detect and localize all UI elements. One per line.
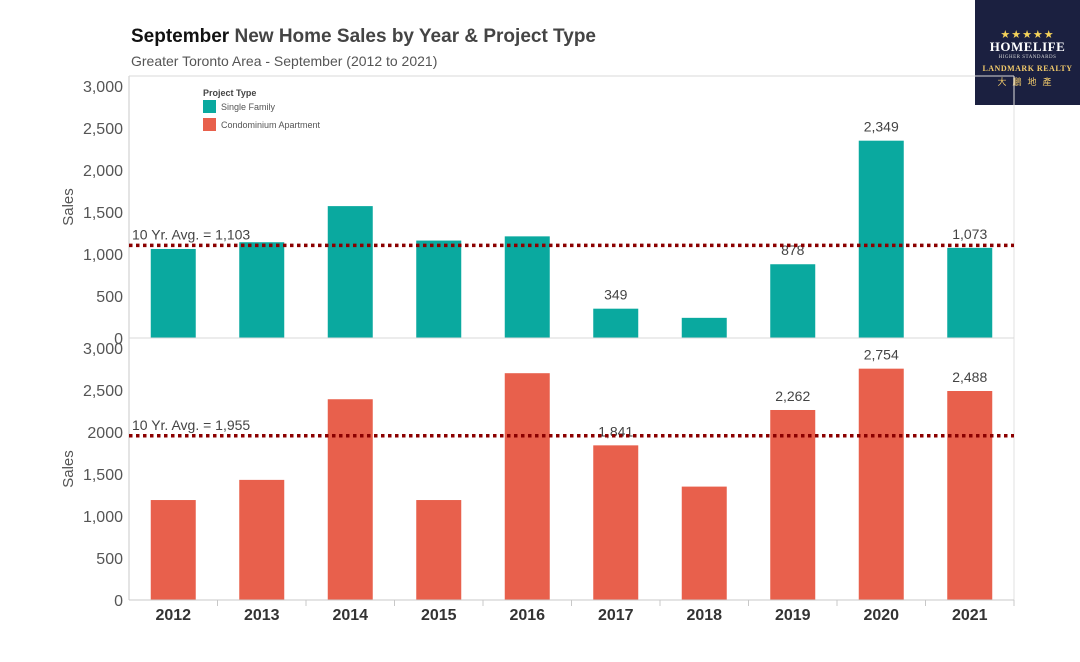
bar-2016 bbox=[504, 236, 550, 338]
average-label: 10 Yr. Avg. = 1,955 bbox=[132, 417, 250, 433]
x-tick-label: 2013 bbox=[244, 607, 280, 624]
x-tick-label: 2014 bbox=[332, 607, 368, 624]
bar-2012 bbox=[150, 500, 196, 600]
brand-logo: ★★★★★ HOMELIFE HIGHER STANDARDS LANDMARK… bbox=[975, 0, 1080, 105]
bar-2020 bbox=[858, 140, 904, 338]
y-tick-label: 2,000 bbox=[83, 163, 123, 180]
logo-stars: ★★★★★ bbox=[1000, 29, 1055, 41]
bar-2018 bbox=[681, 486, 727, 600]
bar-2016 bbox=[504, 373, 550, 600]
x-tick-label: 2016 bbox=[509, 607, 545, 624]
bar-2014 bbox=[327, 399, 373, 600]
bar-2013 bbox=[239, 479, 285, 600]
bar-2021 bbox=[947, 247, 993, 338]
y-tick-label: 1,500 bbox=[83, 205, 123, 222]
chart-title-bold: September bbox=[131, 26, 230, 47]
x-tick-label: 2019 bbox=[775, 607, 811, 624]
chart-subtitle: Greater Toronto Area - September (2012 t… bbox=[131, 53, 438, 69]
legend-label: Single Family bbox=[221, 102, 276, 112]
y-tick-label: 3,000 bbox=[83, 341, 123, 358]
data-label: 349 bbox=[604, 287, 628, 303]
x-tick-label: 2021 bbox=[952, 607, 988, 624]
chart-title: September New Home Sales by Year & Proje… bbox=[131, 26, 596, 48]
bar-2019 bbox=[770, 264, 816, 338]
data-label: 2,488 bbox=[952, 369, 987, 385]
y-tick-label: 2,500 bbox=[83, 383, 123, 400]
data-label: 2,754 bbox=[864, 347, 899, 363]
bar-2017 bbox=[593, 308, 639, 338]
bar-2017 bbox=[593, 445, 639, 600]
bar-2012 bbox=[150, 248, 196, 338]
data-label: 2,349 bbox=[864, 119, 899, 135]
chart-title-rest: New Home Sales by Year & Project Type bbox=[234, 26, 596, 47]
data-label: 1,073 bbox=[952, 226, 987, 242]
bar-2015 bbox=[416, 500, 462, 600]
bar-2015 bbox=[416, 240, 462, 338]
y-axis-label: Sales bbox=[60, 188, 77, 226]
y-tick-label: 1,000 bbox=[83, 247, 123, 264]
legend-label: Condominium Apartment bbox=[221, 120, 321, 130]
bar-2021 bbox=[947, 391, 993, 600]
y-axis-label: Sales bbox=[60, 450, 77, 488]
bar-2014 bbox=[327, 206, 373, 338]
bar-2019 bbox=[770, 409, 816, 600]
y-tick-label: 1,000 bbox=[83, 509, 123, 526]
data-label: 878 bbox=[781, 242, 805, 258]
average-label: 10 Yr. Avg. = 1,103 bbox=[132, 226, 250, 242]
data-label: 2,262 bbox=[775, 388, 810, 404]
y-tick-label: 0 bbox=[114, 331, 123, 348]
legend-swatch bbox=[203, 100, 216, 113]
logo-chinese: 大鵬地產 bbox=[997, 77, 1058, 87]
y-tick-label: 2,500 bbox=[83, 121, 123, 138]
y-tick-label: 3,000 bbox=[83, 79, 123, 96]
bar-2018 bbox=[681, 317, 727, 338]
logo-tagline: HIGHER STANDARDS bbox=[998, 55, 1057, 60]
y-tick-label: 0 bbox=[114, 593, 123, 610]
bar-2013 bbox=[239, 242, 285, 338]
y-tick-label: 500 bbox=[96, 551, 123, 568]
logo-brand: HOMELIFE bbox=[989, 39, 1066, 54]
x-tick-label: 2015 bbox=[421, 607, 457, 624]
y-tick-label: 500 bbox=[96, 289, 123, 306]
legend-swatch bbox=[203, 118, 216, 131]
y-tick-label: 2000 bbox=[87, 425, 123, 442]
x-tick-label: 2020 bbox=[863, 607, 899, 624]
x-tick-label: 2018 bbox=[686, 607, 722, 624]
x-tick-label: 2012 bbox=[155, 607, 191, 624]
bar-2020 bbox=[858, 368, 904, 600]
logo-name: LANDMARK REALTY bbox=[982, 64, 1073, 73]
legend-title: Project Type bbox=[203, 88, 256, 98]
y-tick-label: 1,500 bbox=[83, 467, 123, 484]
x-tick-label: 2017 bbox=[598, 607, 634, 624]
